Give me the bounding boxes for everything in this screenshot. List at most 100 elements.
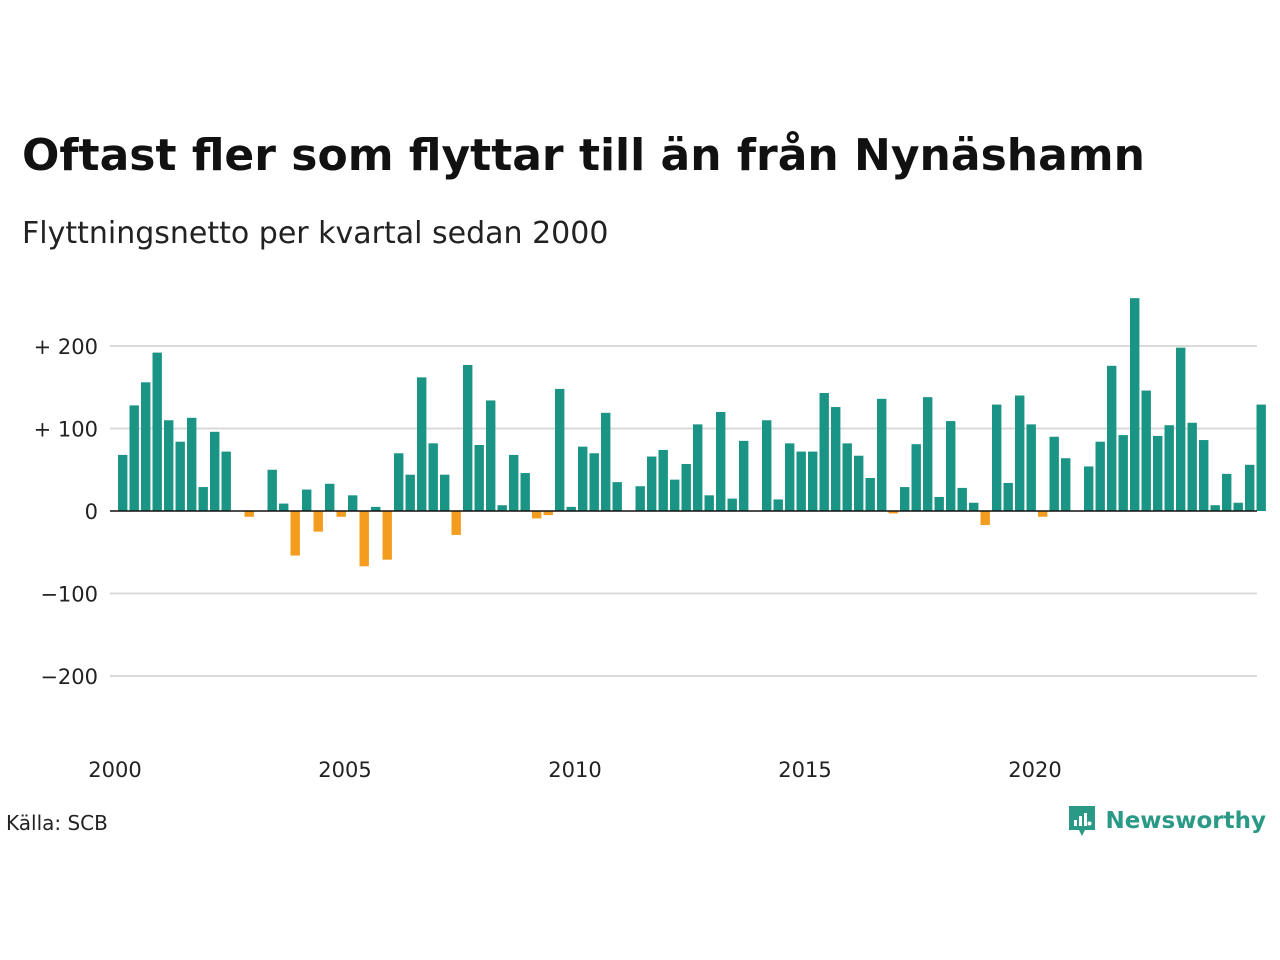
bar bbox=[831, 407, 841, 511]
bar bbox=[405, 474, 415, 511]
y-tick-label: + 200 bbox=[34, 335, 98, 359]
bar bbox=[566, 506, 576, 511]
bar bbox=[704, 495, 714, 511]
bar bbox=[1153, 435, 1163, 511]
bar bbox=[371, 506, 381, 511]
bar bbox=[336, 511, 346, 517]
bar bbox=[129, 405, 139, 511]
bar bbox=[957, 487, 967, 511]
bar bbox=[1026, 424, 1036, 511]
bar bbox=[842, 443, 852, 511]
y-tick-label: 0 bbox=[85, 500, 98, 524]
bar bbox=[854, 455, 864, 511]
y-tick-label: −100 bbox=[40, 583, 98, 607]
bar bbox=[934, 496, 944, 511]
bar bbox=[497, 505, 507, 511]
x-tick-label: 2010 bbox=[548, 758, 601, 782]
bar bbox=[601, 412, 611, 511]
bar bbox=[785, 443, 795, 511]
bar bbox=[290, 511, 300, 556]
bar bbox=[888, 511, 898, 514]
bar bbox=[1049, 436, 1059, 511]
bar bbox=[1176, 347, 1186, 511]
bar bbox=[463, 364, 473, 511]
bar bbox=[509, 454, 519, 511]
bar bbox=[1164, 425, 1174, 511]
bar bbox=[279, 503, 289, 511]
bar bbox=[658, 449, 668, 511]
bar bbox=[1256, 404, 1266, 511]
chart-subtitle: Flyttningsnetto per kvartal sedan 2000 bbox=[22, 216, 609, 251]
bar bbox=[152, 352, 162, 511]
bar bbox=[267, 469, 277, 511]
chart-bubble-icon bbox=[1069, 806, 1096, 836]
bar bbox=[1015, 395, 1025, 511]
bar bbox=[325, 483, 335, 511]
bar bbox=[1130, 298, 1140, 511]
bar bbox=[474, 445, 484, 511]
bar bbox=[210, 431, 220, 511]
bar bbox=[417, 377, 427, 511]
bar bbox=[359, 511, 369, 567]
bar bbox=[198, 487, 208, 511]
bar bbox=[520, 473, 530, 511]
bar bbox=[865, 478, 875, 511]
bar bbox=[647, 456, 657, 511]
bar bbox=[141, 382, 151, 511]
bar bbox=[1095, 441, 1105, 511]
brand-name: Newsworthy bbox=[1105, 808, 1266, 834]
bar bbox=[187, 417, 197, 511]
bar bbox=[773, 499, 783, 511]
bar bbox=[980, 511, 990, 526]
bar bbox=[923, 397, 933, 511]
bar bbox=[244, 511, 254, 517]
bar bbox=[1084, 466, 1094, 511]
bar bbox=[1222, 473, 1232, 511]
bar bbox=[164, 420, 174, 511]
bar bbox=[440, 474, 450, 511]
bar bbox=[1118, 435, 1128, 511]
bar bbox=[877, 398, 887, 511]
bar bbox=[1107, 365, 1117, 511]
x-tick-label: 2020 bbox=[1008, 758, 1061, 782]
bar bbox=[612, 482, 622, 511]
y-tick-label: −200 bbox=[40, 665, 98, 689]
bar bbox=[313, 511, 323, 532]
bar bbox=[1003, 482, 1013, 511]
bar bbox=[382, 511, 392, 560]
bar bbox=[1245, 464, 1255, 511]
bar bbox=[118, 454, 128, 511]
x-tick-label: 2000 bbox=[88, 758, 141, 782]
bar bbox=[1233, 502, 1243, 511]
bar bbox=[681, 463, 691, 511]
bar bbox=[555, 388, 565, 511]
bar bbox=[1210, 505, 1220, 511]
bar bbox=[727, 498, 737, 511]
bar bbox=[693, 424, 703, 511]
bar bbox=[543, 511, 553, 516]
bar bbox=[486, 400, 496, 511]
bar bbox=[900, 487, 910, 511]
bar bbox=[716, 412, 726, 511]
bar bbox=[348, 495, 358, 511]
bar bbox=[762, 420, 772, 511]
bar bbox=[302, 489, 312, 511]
bar bbox=[532, 511, 542, 519]
bar bbox=[796, 451, 806, 511]
bar bbox=[221, 451, 231, 511]
bar bbox=[175, 441, 185, 511]
bar bbox=[1187, 422, 1197, 511]
bar bbox=[739, 440, 749, 511]
chart-title: Oftast fler som flyttar till än från Nyn… bbox=[22, 130, 1145, 181]
bar bbox=[911, 444, 921, 511]
bar bbox=[1141, 390, 1151, 511]
bar bbox=[946, 421, 956, 511]
source-label: Källa: SCB bbox=[6, 811, 108, 835]
bar bbox=[1199, 440, 1209, 511]
x-tick-label: 2005 bbox=[318, 758, 371, 782]
bar bbox=[635, 486, 645, 511]
bar bbox=[819, 393, 829, 511]
y-tick-label: + 100 bbox=[34, 418, 98, 442]
bar bbox=[969, 502, 979, 511]
